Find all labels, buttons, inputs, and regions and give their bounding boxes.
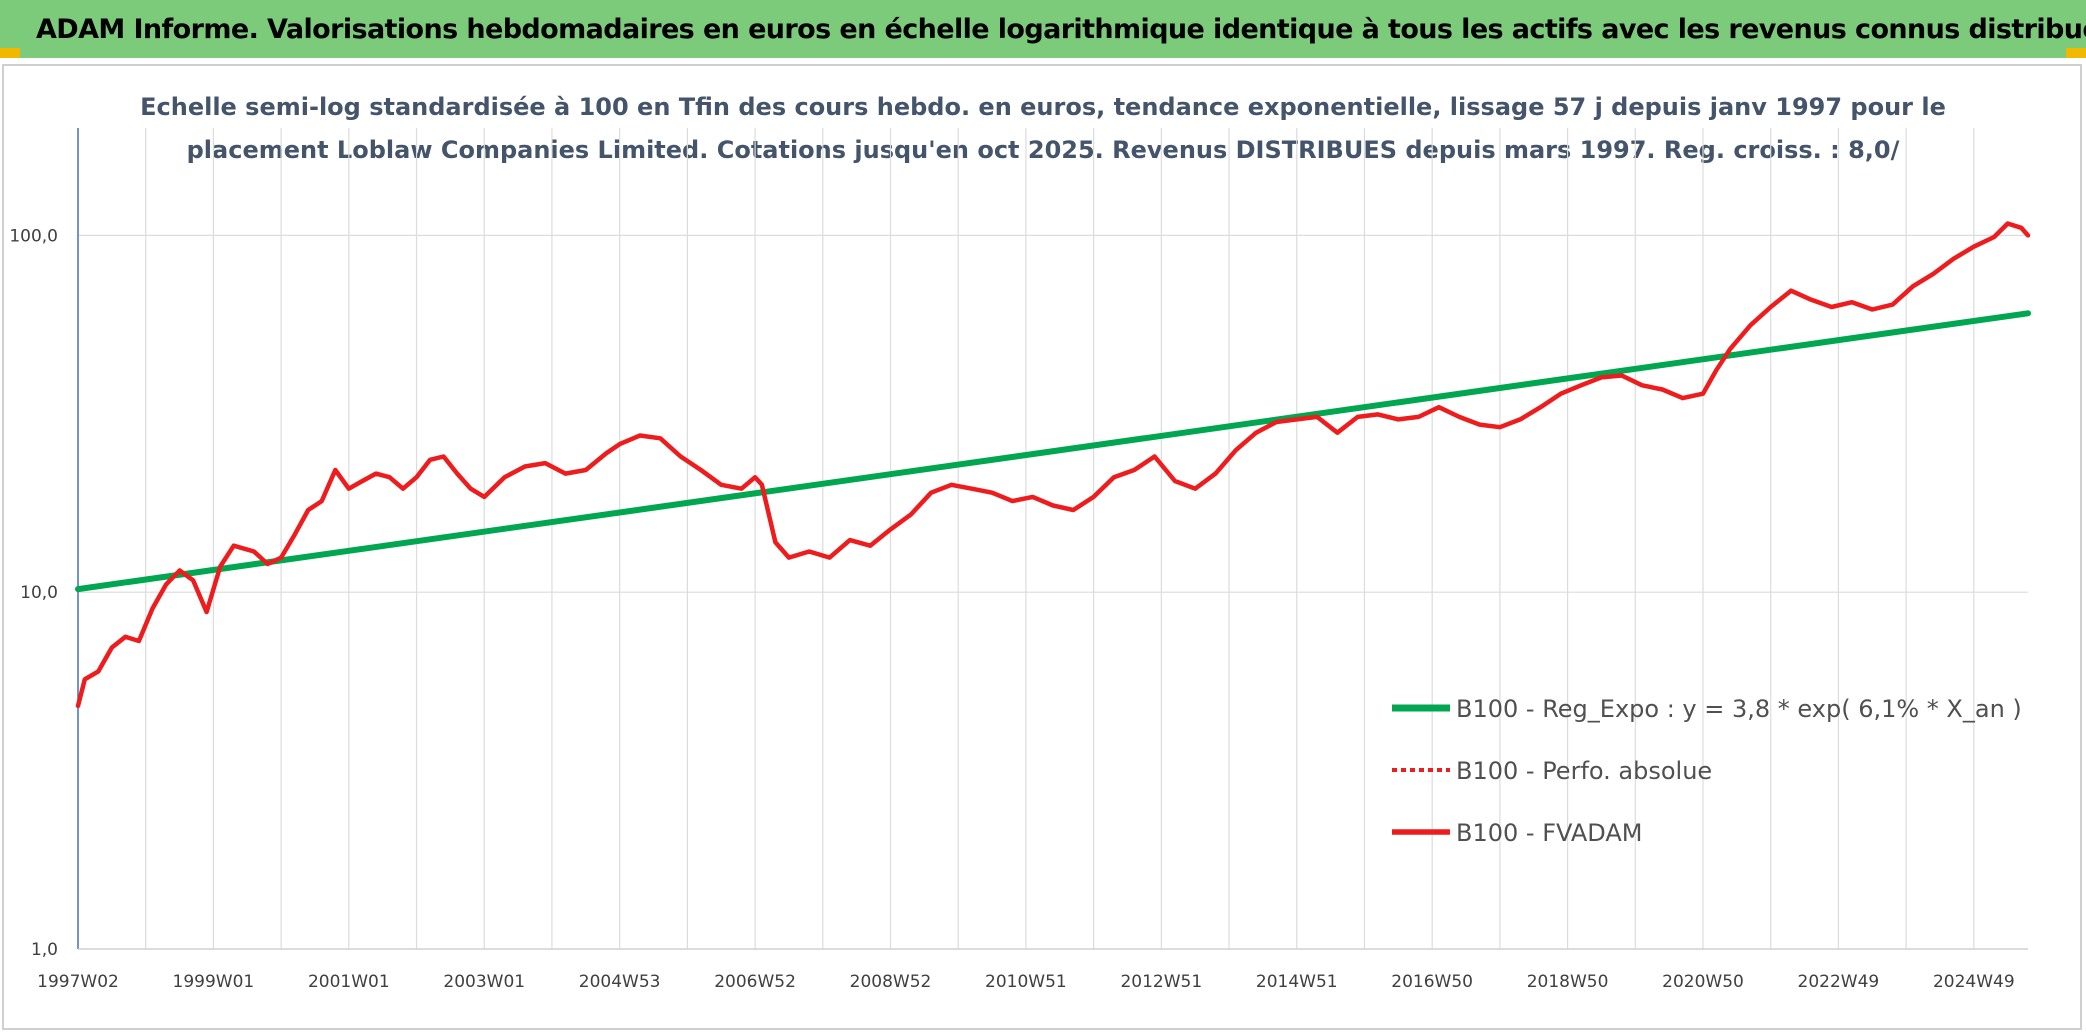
subtitle-line-2: placement Loblaw Companies Limited. Cota… <box>187 136 1900 164</box>
y-axis-ticks: 1,0 10,0 100,0 <box>9 226 58 960</box>
x-tick-label-2: 2001W01 <box>308 972 390 992</box>
x-axis-ticks: 1997W02 1999W01 2001W01 2003W01 2004W53 2006W… <box>37 972 2015 992</box>
report-banner: ADAM Informe. Valorisations hebdomadaire… <box>0 0 2086 58</box>
chart-subtitle: Echelle semi-log standardisée à 100 en T… <box>140 93 1946 164</box>
x-tick-label-7: 2010W51 <box>985 972 1067 992</box>
x-tick-label-11: 2018W50 <box>1527 972 1609 992</box>
y-tick-label-1: 10,0 <box>20 583 58 603</box>
y-tick-label-2: 100,0 <box>9 226 58 246</box>
legend-label-1: B100 - Perfo. absolue <box>1456 757 1712 785</box>
series-line-fvadam <box>75 221 2031 709</box>
x-tick-label-9: 2014W51 <box>1256 972 1338 992</box>
x-tick-label-10: 2016W50 <box>1391 972 1473 992</box>
x-tick-label-5: 2006W52 <box>714 972 796 992</box>
gridlines <box>77 128 2028 950</box>
series-line-regression <box>75 310 2031 593</box>
x-tick-label-4: 2004W53 <box>579 972 661 992</box>
x-tick-label-6: 2008W52 <box>850 972 932 992</box>
corner-marker-right <box>2066 48 2086 58</box>
legend-label-0: B100 - Reg_Expo : y = 3,8 * exp( 6,1% * … <box>1456 695 2022 723</box>
x-tick-label-8: 2012W51 <box>1120 972 1202 992</box>
legend: B100 - Reg_Expo : y = 3,8 * exp( 6,1% * … <box>1392 695 2022 847</box>
corner-marker-left <box>0 48 20 58</box>
x-tick-label-13: 2022W49 <box>1798 972 1880 992</box>
report-title: ADAM Informe. Valorisations hebdomadaire… <box>36 13 2086 45</box>
data-series <box>75 221 2031 709</box>
subtitle-line-1: Echelle semi-log standardisée à 100 en T… <box>140 93 1946 121</box>
x-tick-label-14: 2024W49 <box>1933 972 2015 992</box>
legend-label-2: B100 - FVADAM <box>1456 819 1642 847</box>
x-tick-label-3: 2003W01 <box>443 972 525 992</box>
y-tick-label-0: 1,0 <box>31 940 58 960</box>
x-tick-label-12: 2020W50 <box>1662 972 1744 992</box>
x-tick-label-1: 1999W01 <box>173 972 255 992</box>
x-tick-label-0: 1997W02 <box>37 972 119 992</box>
